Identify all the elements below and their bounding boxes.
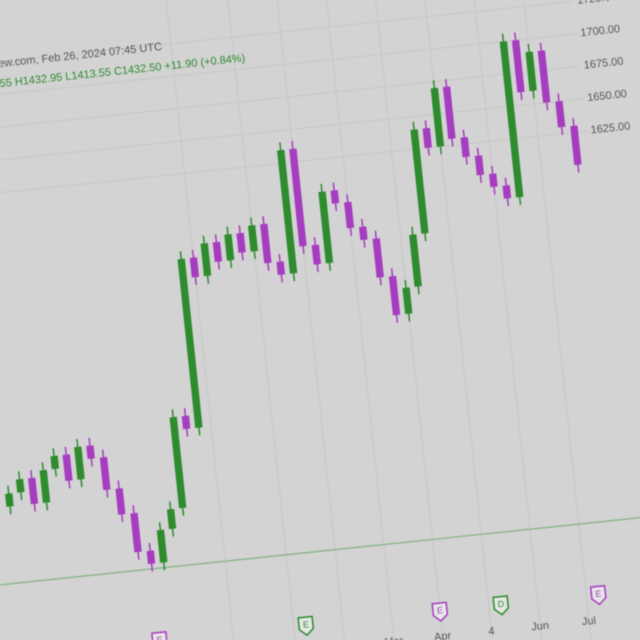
event-badge (589, 584, 607, 606)
x-tick-label: 4 (488, 625, 495, 638)
candle-body (146, 550, 156, 565)
y-tick-label: 1650.00 (587, 88, 628, 104)
y-tick-label: 1675.00 (583, 56, 624, 72)
candle-body (166, 508, 177, 530)
grid-line (0, 33, 577, 106)
candle-body (555, 100, 566, 128)
candle-body (318, 191, 334, 264)
drawn-line (0, 510, 640, 590)
candle-body (224, 233, 235, 261)
candle-body (358, 226, 368, 241)
candle-body (372, 238, 384, 278)
candle-body (247, 224, 258, 252)
candle-body (525, 51, 537, 92)
x-tick-label: Jul (581, 615, 596, 628)
candle-body (28, 477, 39, 505)
event-badge (151, 631, 168, 640)
y-tick-label: 1625.00 (590, 120, 631, 136)
candle-body (330, 190, 340, 204)
x-tick-label: Apr (434, 630, 453, 640)
candle-body (50, 455, 60, 470)
candle-body (99, 456, 111, 491)
candle-body (409, 234, 422, 287)
candle-body (74, 446, 85, 480)
candle-body (311, 244, 321, 265)
candle-body (181, 415, 191, 430)
event-badge (297, 615, 315, 637)
candle-body (276, 261, 286, 276)
grid-line (0, 130, 587, 204)
x-tick-label: Mar (384, 635, 404, 640)
x-tick-label: Jun (531, 620, 550, 634)
candle-body (236, 232, 246, 253)
candle-body (62, 454, 73, 481)
candle-body (388, 275, 401, 316)
event-badge (492, 595, 510, 616)
candle-body (212, 241, 223, 262)
candle-body (460, 137, 470, 158)
candle-body (442, 86, 456, 140)
candle-body (402, 287, 413, 315)
candle-body (39, 469, 51, 504)
candle-body (344, 201, 355, 229)
candle-body (130, 512, 142, 553)
candle-body (15, 478, 25, 493)
candle-body (430, 87, 445, 147)
candle-body (488, 173, 498, 188)
y-tick-label: 1725.00 (576, 0, 617, 7)
candle-body (499, 41, 524, 198)
grid-line (0, 0, 574, 74)
event-label: E (595, 588, 602, 599)
candle-body (289, 148, 307, 247)
y-tick-label: 1700.00 (580, 23, 621, 39)
candle-body (474, 155, 485, 176)
candle-body (570, 125, 582, 166)
candle-body (502, 185, 512, 199)
candle-body (156, 529, 168, 563)
candle-body (169, 416, 187, 509)
event-label: E (156, 635, 163, 640)
candle-body (5, 493, 14, 507)
grid-line (0, 65, 580, 139)
candle-body (511, 39, 525, 93)
event-badge (431, 601, 449, 622)
candle-body (115, 488, 126, 515)
candle-body (277, 149, 298, 274)
event-label: E (302, 619, 309, 630)
candle-body (177, 258, 203, 428)
candle-body (422, 127, 432, 149)
candle-body (189, 257, 200, 278)
event-label: D (497, 599, 505, 610)
candle-body (537, 50, 551, 103)
candle-body (410, 129, 429, 234)
candle-body (86, 445, 95, 459)
candle-body (260, 223, 272, 264)
candle-body (200, 243, 212, 277)
event-label: E (436, 605, 443, 616)
grid-line (0, 98, 584, 171)
